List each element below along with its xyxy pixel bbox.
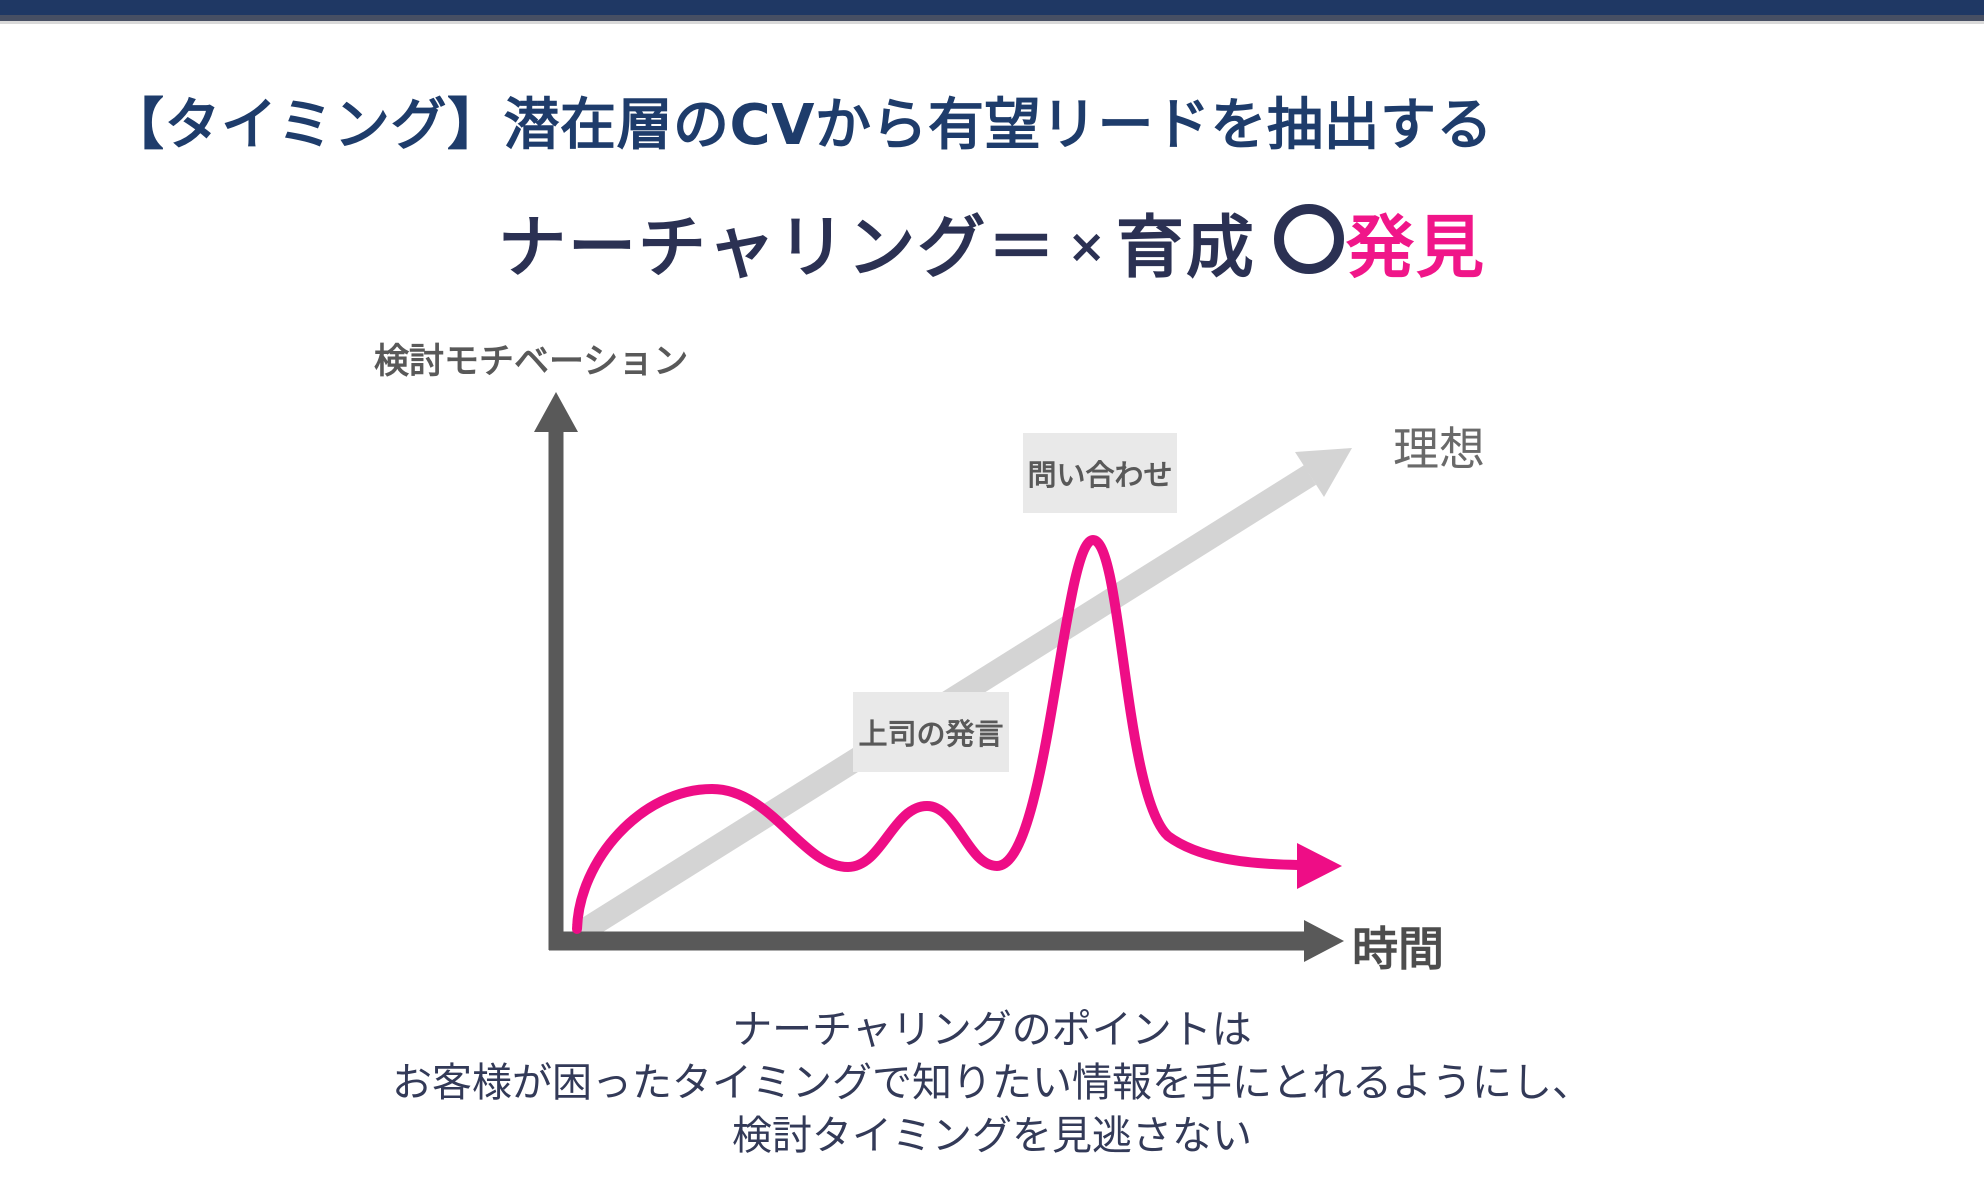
ideal-label: 理想 (1393, 422, 1485, 476)
x-axis-arrow-icon (1304, 920, 1344, 962)
headline-lead: ナーチャリング＝ (498, 209, 1058, 288)
footer-line-3: 検討タイミングを見逃さない (732, 1113, 1252, 1159)
footer-note: ナーチャリングのポイントは お客様が困ったタイミングで知りたい情報を手にとれるよ… (0, 1004, 1984, 1163)
headline: ナーチャリング＝ × 育成 発見 (0, 192, 1984, 291)
headline-ikusei: 育成 (1115, 209, 1256, 288)
top-accent-bar (0, 0, 1984, 15)
top-accent-bar-line (0, 21, 1984, 24)
curve-arrow-head-icon (1297, 843, 1342, 889)
cross-mark-icon: × (1067, 219, 1108, 273)
footer-line-1: ナーチャリングのポイントは (732, 1007, 1252, 1053)
ideal-arrow-head-icon (1295, 448, 1352, 497)
y-axis-label: 検討モチベーション (374, 342, 689, 382)
annotation-boss: 上司の発言 (853, 692, 1009, 772)
x-axis-label: 時間 (1352, 922, 1444, 976)
top-accent-bar-slate (0, 15, 1984, 21)
y-axis-arrow-icon (534, 392, 578, 432)
footer-line-2: お客様が困ったタイミングで知りたい情報を手にとれるようにし、 (392, 1060, 1592, 1106)
motivation-curve (572, 534, 1303, 934)
annotation-inquiry: 問い合わせ (1023, 433, 1177, 513)
circle-mark-icon (1273, 204, 1344, 274)
page-title: 【タイミング】潜在層のCVから有望リードを抽出する (108, 92, 1493, 158)
headline-hakken: 発見 (1345, 209, 1486, 288)
